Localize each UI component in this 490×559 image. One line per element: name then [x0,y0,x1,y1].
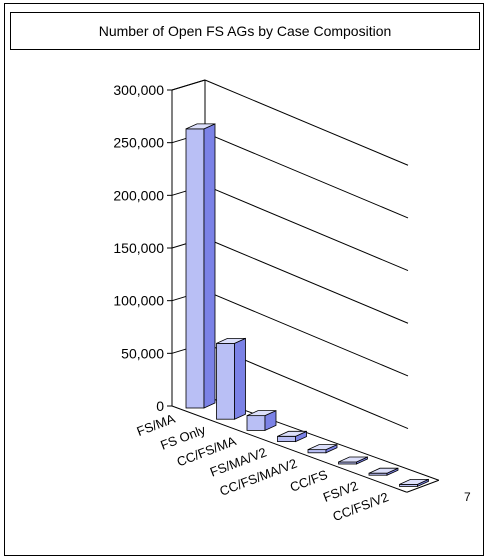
bar-top [338,456,368,463]
floor-right-edge [406,479,440,493]
bar [307,444,338,454]
bar [277,430,307,443]
bar-front [277,435,296,443]
gridline-back [204,237,409,324]
bar-front [185,128,205,409]
bar [216,337,246,420]
gridline-back [204,79,409,166]
y-axis-ticks: 0 50,000 100,000 150,000 200,000 250,000 300,0… [113,82,172,414]
bar [246,410,277,432]
y-tick-label: 200,000 [113,187,164,203]
bar-top [185,123,216,130]
gridline-side [171,79,206,91]
bar [338,456,368,465]
bar-top [307,444,338,451]
depth-axis-label: 7 [464,490,471,504]
y-tick-label: 250,000 [113,135,164,151]
gridline-back [204,132,409,219]
bar-top [368,467,399,474]
y-tick-label: 150,000 [113,240,164,256]
bar-front [216,342,235,420]
bar-front [307,449,327,454]
gridline-back [204,290,409,377]
floor-front-edge [171,405,408,493]
bar-side [234,337,246,420]
y-tick-label: 300,000 [113,82,164,98]
bar-top [216,337,246,344]
bar-top [399,478,429,485]
gridline-back [204,184,409,272]
bar [368,467,399,476]
chart-title: Number of Open FS AGs by Case Compositio… [98,23,392,39]
bar-front [246,415,266,431]
y-tick-label: 50,000 [121,345,164,361]
bar-top [277,430,307,437]
chart-frame [4,3,484,556]
y-tick-label: 100,000 [113,293,164,309]
title-box: Number of Open FS AGs by Case Compositio… [10,12,480,50]
bars [185,123,429,488]
bar [399,478,429,488]
bar-top [246,410,277,417]
bar-side [203,123,216,409]
bar [185,123,216,409]
y-tick-label: 0 [156,398,164,414]
